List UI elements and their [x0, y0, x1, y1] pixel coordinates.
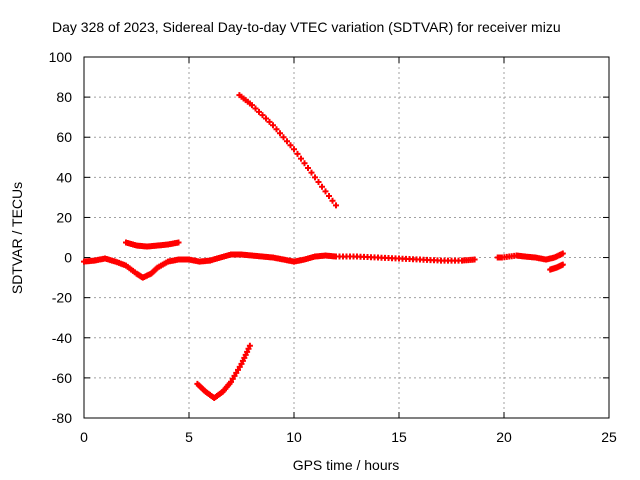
data-point-marker — [246, 342, 253, 349]
data-point-marker — [239, 357, 246, 364]
data-point-marker — [559, 261, 566, 268]
series-low-arc — [194, 342, 253, 401]
data-point-marker — [319, 183, 325, 190]
data-point-marker — [284, 138, 290, 145]
series-end-arc — [547, 261, 566, 273]
y-tick-label: 20 — [56, 209, 72, 225]
data-point-marker — [471, 256, 478, 263]
data-point-marker — [559, 250, 566, 257]
data-point-marker — [280, 134, 287, 141]
y-tick-label: 80 — [56, 89, 72, 105]
y-tick-label: -20 — [52, 290, 72, 306]
data-point-marker — [175, 239, 182, 246]
data-point-marker — [242, 351, 249, 358]
data-point-marker — [333, 202, 339, 209]
data-point-marker — [315, 179, 322, 186]
data-point-marker — [259, 112, 266, 119]
x-tick-label: 20 — [496, 429, 512, 445]
chart-title: Day 328 of 2023, Sidereal Day-to-day VTE… — [52, 19, 561, 35]
data-point-marker — [308, 169, 315, 176]
y-tick-label: 40 — [56, 169, 72, 185]
series-main-trace-b — [494, 250, 566, 263]
y-tick-label: -60 — [52, 370, 72, 386]
data-point-marker — [329, 197, 336, 204]
data-point-marker — [231, 372, 238, 379]
grid — [84, 57, 609, 418]
data-point-marker — [270, 122, 276, 129]
series-falling-arc — [236, 92, 339, 209]
data-point-marker — [241, 354, 248, 361]
series-main-trace-a — [81, 251, 478, 281]
y-tick-label: 60 — [56, 129, 72, 145]
data-point-marker — [266, 118, 273, 125]
plot-frame — [83, 56, 610, 419]
y-tick-label: -40 — [52, 330, 72, 346]
y-axis-title: SDTVAR / TECUs — [9, 182, 25, 294]
y-tick-label: 100 — [49, 49, 73, 65]
data-point-marker — [249, 102, 255, 109]
x-axis-title: GPS time / hours — [293, 457, 400, 473]
data-point-marker — [294, 150, 301, 157]
data-series — [81, 92, 566, 401]
y-tick-label: 0 — [64, 250, 72, 266]
data-point-marker — [291, 146, 297, 153]
data-point-marker — [326, 193, 332, 200]
x-tick-label: 5 — [185, 429, 193, 445]
x-tick-label: 10 — [286, 429, 302, 445]
x-tick-label: 15 — [391, 429, 407, 445]
data-point-marker — [228, 378, 234, 385]
x-tick-label: 0 — [80, 429, 88, 445]
data-point-marker — [277, 130, 283, 137]
axis-ticks: -80 -60 -40 -20 0 20 40 60 80 100 0 5 10 15 20 25 — [49, 49, 617, 445]
data-point-marker — [305, 164, 311, 171]
series-short-arc-high — [123, 239, 182, 250]
data-point-marker — [256, 108, 262, 115]
data-point-marker — [263, 115, 269, 122]
data-point-marker — [233, 369, 240, 376]
data-point-marker — [298, 155, 304, 162]
data-point-marker — [245, 345, 252, 352]
x-tick-label: 25 — [601, 429, 617, 445]
data-point-marker — [273, 126, 280, 133]
data-point-marker — [312, 174, 318, 181]
data-point-marker — [235, 366, 241, 373]
data-point-marker — [238, 360, 245, 367]
data-point-marker — [322, 188, 329, 195]
data-point-marker — [301, 160, 308, 167]
data-point-marker — [236, 363, 243, 370]
data-point-marker — [252, 105, 259, 112]
data-point-marker — [244, 348, 251, 355]
data-point-marker — [229, 375, 236, 382]
data-point-marker — [287, 142, 294, 149]
y-tick-label: -80 — [52, 410, 72, 426]
